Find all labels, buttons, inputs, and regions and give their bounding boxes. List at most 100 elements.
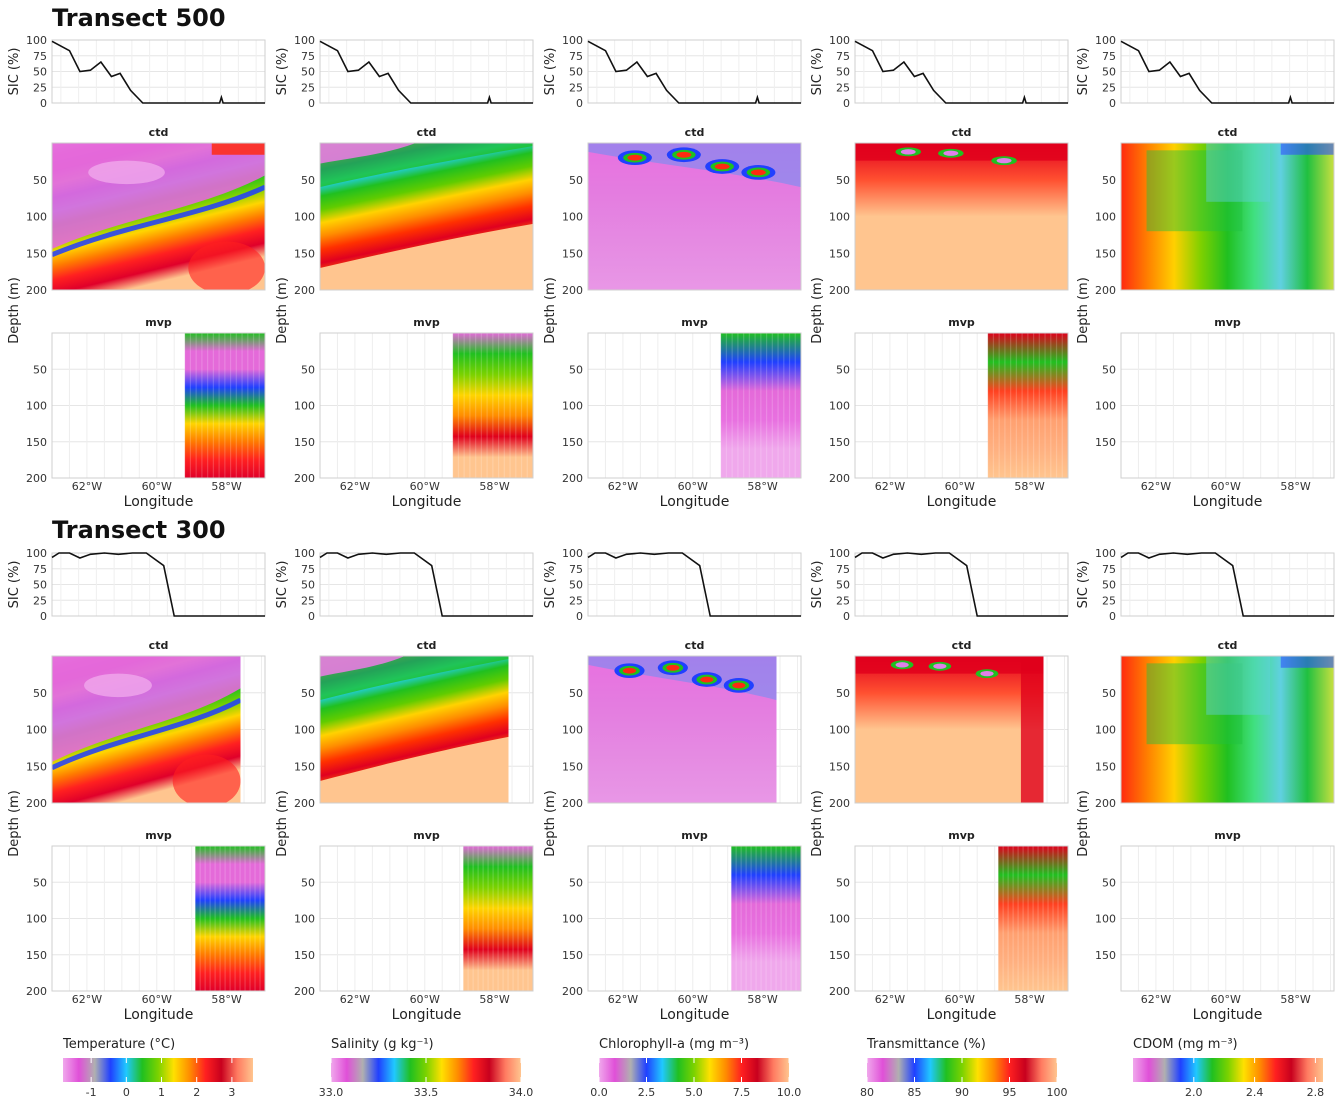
- mvp-panel-title: mvp: [413, 829, 440, 842]
- longitude-tick-label: 60°W: [945, 993, 975, 1006]
- depth-tick-label: 200: [562, 985, 583, 998]
- ctd-panel-title: ctd: [149, 639, 169, 652]
- sic-tick-label: 100: [26, 34, 47, 47]
- depth-tick-label: 50: [33, 687, 47, 700]
- depth-tick-label: 100: [294, 400, 315, 413]
- depth-tick-label: 150: [562, 436, 583, 449]
- longitude-tick-label: 60°W: [142, 993, 172, 1006]
- sic-axis-label: SIC (%): [275, 48, 290, 96]
- sic-line: [587, 552, 801, 617]
- sic-tick-label: 25: [1102, 594, 1116, 607]
- depth-tick-label: 50: [836, 876, 850, 889]
- sic-tick-label: 50: [1102, 579, 1116, 592]
- sic-tick-label: 50: [33, 66, 47, 79]
- colorbar-tick-label: 5.0: [685, 1086, 703, 1099]
- sic-axis-label: SIC (%): [1076, 561, 1091, 609]
- colorbar-transmittance: Transmittance (%) 80 85 90 95 100: [860, 1037, 1068, 1099]
- sic-tick-label: 0: [1109, 610, 1116, 623]
- ctd-panel-title: ctd: [417, 126, 437, 139]
- sic-tick-label: 100: [1095, 34, 1116, 47]
- ctd-panel-title: ctd: [417, 639, 437, 652]
- colorbar-tick-label: 2.4: [1246, 1086, 1264, 1099]
- colorbar-salinity: Salinity (g kg⁻¹) 33.0 33.5 34.0: [319, 1037, 534, 1099]
- sic-tick-label: 75: [301, 50, 315, 63]
- sic-tick-label: 0: [1109, 97, 1116, 110]
- mvp-field: [463, 846, 533, 991]
- longitude-axis-label: Longitude: [392, 494, 462, 510]
- longitude-axis-label: Longitude: [124, 1007, 194, 1023]
- longitude-axis-label: Longitude: [660, 1007, 730, 1023]
- depth-tick-label: 50: [301, 363, 315, 376]
- ctd-panel-title: ctd: [952, 639, 972, 652]
- depth-tick-label: 100: [829, 211, 850, 224]
- depth-tick-label: 150: [1095, 436, 1116, 449]
- depth-tick-label: 200: [829, 797, 850, 810]
- depth-tick-label: 100: [26, 211, 47, 224]
- sic-panel-t0-v3: 0 25 50 75 100 SIC (%): [810, 34, 1069, 110]
- ctd-panel-title: ctd: [149, 126, 169, 139]
- longitude-tick-label: 58°W: [1280, 480, 1310, 493]
- sic-line: [1120, 40, 1334, 104]
- sic-tick-label: 0: [40, 97, 47, 110]
- sic-tick-label: 25: [569, 81, 583, 94]
- sic-tick-label: 25: [569, 594, 583, 607]
- sic-tick-label: 75: [569, 563, 583, 576]
- mvp-panel-t1-v3: mvp 50 100 150 200 Depth (m) 62°W 60°W 58°W Longi…: [810, 790, 1069, 1023]
- depth-tick-label: 200: [1095, 284, 1116, 297]
- longitude-tick-label: 58°W: [1280, 993, 1310, 1006]
- depth-tick-label: 150: [294, 760, 315, 773]
- depth-tick-label: 50: [1102, 363, 1116, 376]
- ctd-panel-t0-v1: ctd 50 100 150 200: [294, 126, 534, 297]
- depth-tick-label: 200: [829, 985, 850, 998]
- longitude-tick-label: 60°W: [678, 993, 708, 1006]
- colorbar-tick-label: 95: [1003, 1086, 1017, 1099]
- depth-tick-label: 50: [301, 687, 315, 700]
- longitude-tick-label: 58°W: [479, 480, 509, 493]
- depth-tick-label: 100: [26, 400, 47, 413]
- depth-tick-label: 150: [562, 760, 583, 773]
- colorbar-tick-label: 3: [228, 1086, 235, 1099]
- ctd-panel-t1-v0: ctd 50 100 150 200: [26, 639, 266, 810]
- depth-axis-label: Depth (m): [810, 790, 825, 857]
- sic-tick-label: 50: [33, 579, 47, 592]
- sic-tick-label: 75: [1102, 50, 1116, 63]
- sic-tick-label: 75: [1102, 563, 1116, 576]
- mvp-field: [195, 846, 265, 991]
- longitude-tick-label: 60°W: [142, 480, 172, 493]
- colorbar-tick-label: 90: [955, 1086, 969, 1099]
- depth-tick-label: 150: [1095, 247, 1116, 260]
- longitude-tick-label: 62°W: [340, 480, 370, 493]
- sic-tick-label: 25: [33, 81, 47, 94]
- depth-tick-label: 100: [829, 400, 850, 413]
- depth-axis-label: Depth (m): [275, 277, 290, 344]
- sic-line: [51, 40, 265, 104]
- ctd-field: [855, 656, 1044, 803]
- depth-tick-label: 150: [294, 247, 315, 260]
- sic-axis-label: SIC (%): [1076, 48, 1091, 96]
- longitude-tick-label: 58°W: [479, 993, 509, 1006]
- longitude-tick-label: 58°W: [1014, 480, 1044, 493]
- colorbar-tick-label: 33.0: [319, 1086, 344, 1099]
- sic-axis-label: SIC (%): [543, 48, 558, 96]
- longitude-tick-label: 62°W: [875, 993, 905, 1006]
- longitude-tick-label: 62°W: [608, 480, 638, 493]
- depth-tick-label: 150: [829, 247, 850, 260]
- longitude-tick-label: 58°W: [747, 993, 777, 1006]
- depth-axis-label: Depth (m): [810, 277, 825, 344]
- ctd-field: [1121, 656, 1334, 803]
- mvp-panel-t1-v0: mvp 50 100 150 200 Depth (m) 62°W 60°W 58°W Longi…: [7, 790, 266, 1023]
- depth-tick-label: 150: [294, 436, 315, 449]
- sic-tick-label: 100: [562, 547, 583, 560]
- depth-tick-label: 50: [301, 174, 315, 187]
- sic-tick-label: 75: [33, 50, 47, 63]
- depth-tick-label: 200: [26, 472, 47, 485]
- sic-tick-label: 100: [1095, 547, 1116, 560]
- sic-tick-label: 50: [836, 579, 850, 592]
- sic-panel-t1-v4: 0 25 50 75 100 SIC (%): [1076, 547, 1335, 623]
- longitude-tick-label: 58°W: [211, 480, 241, 493]
- depth-tick-label: 100: [562, 913, 583, 926]
- sic-panel-t0-v4: 0 25 50 75 100 SIC (%): [1076, 34, 1335, 110]
- depth-tick-label: 50: [33, 363, 47, 376]
- mvp-panel-title: mvp: [413, 316, 440, 329]
